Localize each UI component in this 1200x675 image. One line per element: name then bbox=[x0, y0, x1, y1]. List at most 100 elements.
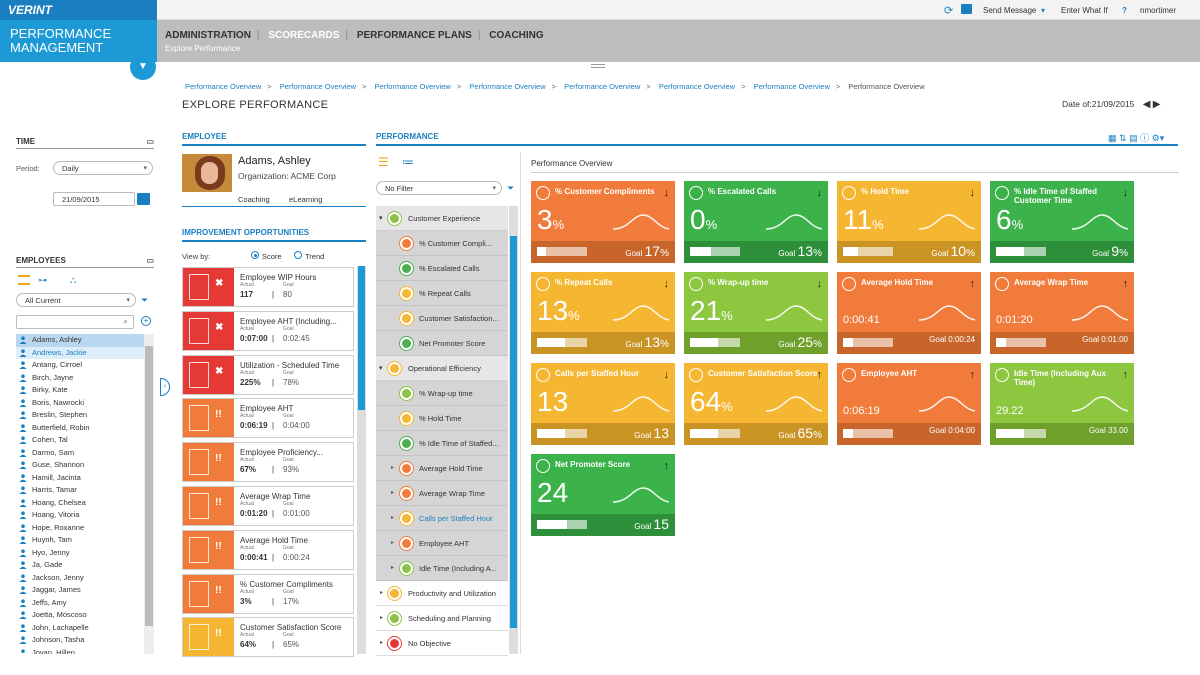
employee-list-item[interactable]: John, Lachapelle bbox=[16, 622, 154, 635]
employee-list-item[interactable]: Hope, Roxanne bbox=[16, 522, 154, 535]
performance-tree-item[interactable]: ▸ No Objective bbox=[376, 631, 508, 656]
performance-tree-item[interactable]: ▸ Average Hold Time bbox=[376, 456, 508, 481]
help-icon[interactable]: ? bbox=[1122, 6, 1127, 15]
employee-list-item[interactable]: Jeffs, Amy bbox=[16, 597, 154, 610]
improvement-item[interactable]: !! Employee AHT Actual Goal 0:06:19 | 0:04:00 bbox=[182, 398, 354, 439]
performance-tree-scrollbar[interactable] bbox=[509, 206, 518, 654]
collapse-handle[interactable] bbox=[591, 64, 605, 68]
performance-tree-item[interactable]: % Escalated Calls bbox=[376, 256, 508, 281]
list-view-icon[interactable] bbox=[18, 275, 30, 285]
filter-icon[interactable]: ⏷ bbox=[141, 295, 149, 305]
kpi-tile[interactable]: % Repeat Calls ↓ 13% Goal 13% bbox=[531, 272, 675, 354]
performance-tree-item[interactable]: % Wrap-up time bbox=[376, 381, 508, 406]
employee-search-input[interactable]: ⌕ bbox=[16, 315, 134, 329]
performance-tree-item[interactable]: % Customer Compli... bbox=[376, 231, 508, 256]
add-icon[interactable]: + bbox=[141, 316, 151, 326]
employee-list-item[interactable]: Butterfield, Robin bbox=[16, 422, 154, 435]
org-chart-icon[interactable]: ⛬ bbox=[70, 275, 77, 285]
employee-list-item[interactable]: Adams, Ashley bbox=[16, 334, 154, 347]
kpi-tile[interactable]: Customer Satisfaction Score ↑ 64% Goal 65% bbox=[684, 363, 828, 445]
improvement-item[interactable]: !! Average Hold Time Actual Goal 0:00:41 | 0:0… bbox=[182, 529, 354, 570]
kpi-tile[interactable]: % Hold Time ↓ 11% Goal 10% bbox=[837, 181, 981, 263]
kpi-tile[interactable]: % Escalated Calls ↓ 0% Goal 13% bbox=[684, 181, 828, 263]
expand-caret-icon[interactable]: ▸ bbox=[380, 590, 384, 596]
employee-list-item[interactable]: Huynh, Tam bbox=[16, 534, 154, 547]
user-menu[interactable]: nmortimer bbox=[1140, 6, 1177, 15]
employee-filter-select[interactable]: All Current ▾ bbox=[16, 293, 136, 307]
kpi-tile[interactable]: Calls per Staffed Hour ↓ 13 Goal 13 bbox=[531, 363, 675, 445]
expand-caret-icon[interactable]: ▸ bbox=[391, 565, 395, 571]
expand-caret-icon[interactable]: ▸ bbox=[391, 465, 395, 471]
employee-list-item[interactable]: Joetta, Moscoso bbox=[16, 609, 154, 622]
employee-list-item[interactable]: Hamill, Jacinta bbox=[16, 472, 154, 485]
expand-caret-icon[interactable]: ▸ bbox=[391, 540, 395, 546]
employee-list-scrollbar[interactable] bbox=[144, 334, 154, 654]
employee-list-item[interactable]: Ja, Gade bbox=[16, 559, 154, 572]
employee-list-item[interactable]: Birch, Jayne bbox=[16, 372, 154, 385]
expand-caret-icon[interactable]: ▸ bbox=[380, 640, 384, 646]
performance-tree-item[interactable]: ▸ Scheduling and Planning bbox=[376, 606, 508, 631]
employee-list-item[interactable]: Cohen, Tal bbox=[16, 434, 154, 447]
performance-tree-item[interactable]: % Hold Time bbox=[376, 406, 508, 431]
employee-list-item[interactable]: Birky, Kate bbox=[16, 384, 154, 397]
expand-caret-icon[interactable]: ▸ bbox=[391, 490, 395, 496]
kpi-tile[interactable]: Net Promoter Score ↑ 24 Goal 15 bbox=[531, 454, 675, 536]
send-message-link[interactable]: Send Message bbox=[983, 6, 1037, 15]
performance-filter-select[interactable]: No Filter ▾ bbox=[376, 181, 502, 195]
table-view-icon[interactable]: ▤ bbox=[1129, 133, 1138, 143]
breadcrumb-link[interactable]: Performance Overview bbox=[185, 82, 262, 91]
employee-list-item[interactable]: Andrews, Jackie bbox=[16, 346, 154, 359]
scroll-thumb[interactable] bbox=[145, 346, 153, 626]
improvement-item[interactable]: !! % Customer Compliments Actual Goal 3% | 17% bbox=[182, 573, 354, 614]
expand-left-panel-icon[interactable]: ‹ bbox=[160, 378, 170, 396]
tab-performance-plans[interactable]: PERFORMANCE PLANS bbox=[356, 30, 472, 41]
refresh-icon[interactable]: ⟳ bbox=[944, 5, 954, 17]
performance-tree-item[interactable]: ▸ Employee AHT bbox=[376, 531, 508, 556]
performance-tree-item[interactable]: % Idle Time of Staffed... bbox=[376, 431, 508, 456]
tab-administration[interactable]: ADMINISTRATION bbox=[165, 30, 251, 41]
kpi-tile[interactable]: Idle Time (Including Aux Time) ↑ 29.22 Goal… bbox=[990, 363, 1134, 445]
employee-list-item[interactable]: Jackson, Jenny bbox=[16, 572, 154, 585]
employee-list-item[interactable]: Harris, Tamar bbox=[16, 484, 154, 497]
filter-list-icon[interactable]: ☰ bbox=[378, 155, 389, 169]
send-message-dropdown-icon[interactable]: ▾ bbox=[1041, 6, 1046, 15]
next-date-icon[interactable]: ▶ bbox=[1152, 99, 1161, 110]
improvement-item[interactable]: ✖ Employee WIP Hours Actual Goal 117 | 80 bbox=[182, 267, 354, 307]
performance-tree-item[interactable]: ▾ Customer Experience bbox=[376, 206, 508, 231]
scroll-thumb[interactable] bbox=[358, 266, 365, 410]
help-circle-icon[interactable]: ⓘ bbox=[1140, 133, 1150, 143]
employee-list-item[interactable]: Boris, Nawrocki bbox=[16, 397, 154, 410]
improvement-item[interactable]: !! Employee Proficiency... Actual Goal 67% | 9… bbox=[182, 442, 354, 483]
scroll-thumb[interactable] bbox=[510, 236, 517, 628]
print-icon[interactable] bbox=[961, 4, 972, 14]
employee-list-item[interactable]: Breslin, Stephen bbox=[16, 409, 154, 422]
sort-icon[interactable]: ⇅ bbox=[1119, 133, 1127, 143]
employee-list-item[interactable]: Antang, Cirroel bbox=[16, 359, 154, 372]
performance-tree-item[interactable]: % Repeat Calls bbox=[376, 281, 508, 306]
breadcrumb-link[interactable]: Performance Overview bbox=[753, 82, 830, 91]
breadcrumb-link[interactable]: Performance Overview bbox=[658, 82, 736, 91]
kpi-tile[interactable]: % Idle Time of Staffed Customer Time ↓ 6% G… bbox=[990, 181, 1134, 263]
period-select[interactable]: Daily ▾ bbox=[53, 161, 153, 175]
employee-list-item[interactable]: Johnson, Tasha bbox=[16, 634, 154, 647]
filter-icon[interactable]: ⏷ bbox=[507, 183, 515, 193]
performance-tree-item[interactable]: ▾ Operational Efficiency bbox=[376, 356, 508, 381]
score-radio[interactable] bbox=[251, 251, 259, 259]
performance-tree-item[interactable]: ▸ Idle Time (Including A... bbox=[376, 556, 508, 581]
employee-list-item[interactable]: Jovan, Hillen bbox=[16, 647, 154, 654]
kpi-tile[interactable]: % Wrap-up time ↓ 21% Goal 25% bbox=[684, 272, 828, 354]
tab-scorecards[interactable]: SCORECARDS bbox=[268, 30, 340, 41]
bulleted-list-icon[interactable]: ≔ bbox=[402, 155, 414, 169]
employee-list-item[interactable]: Jaggar, James bbox=[16, 584, 154, 597]
employee-list-item[interactable]: Hoang, Chelsea bbox=[16, 497, 154, 510]
tab-coaching[interactable]: COACHING bbox=[489, 30, 544, 41]
trend-radio[interactable] bbox=[294, 251, 302, 259]
tab-elearning[interactable]: eLearning bbox=[289, 195, 323, 204]
date-input[interactable]: 21/09/2015 bbox=[53, 192, 135, 206]
collapse-icon[interactable]: ▭ bbox=[146, 256, 154, 265]
improvement-item[interactable]: ✖ Employee AHT (Including... Actual Goal 0:0… bbox=[182, 310, 354, 351]
employee-list-item[interactable]: Darmo, Sam bbox=[16, 447, 154, 460]
kpi-tile[interactable]: Average Wrap Time ↑ 0:01:20 Goal 0:01:00 bbox=[990, 272, 1134, 354]
performance-tree-item[interactable]: ▸ Average Wrap Time bbox=[376, 481, 508, 506]
performance-tree-item[interactable]: ▸ Calls per Staffed Hour bbox=[376, 506, 508, 531]
